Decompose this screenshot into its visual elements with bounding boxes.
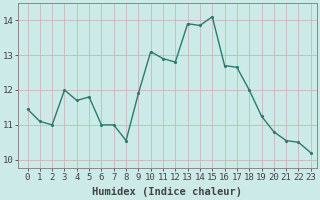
X-axis label: Humidex (Indice chaleur): Humidex (Indice chaleur) xyxy=(92,187,242,197)
